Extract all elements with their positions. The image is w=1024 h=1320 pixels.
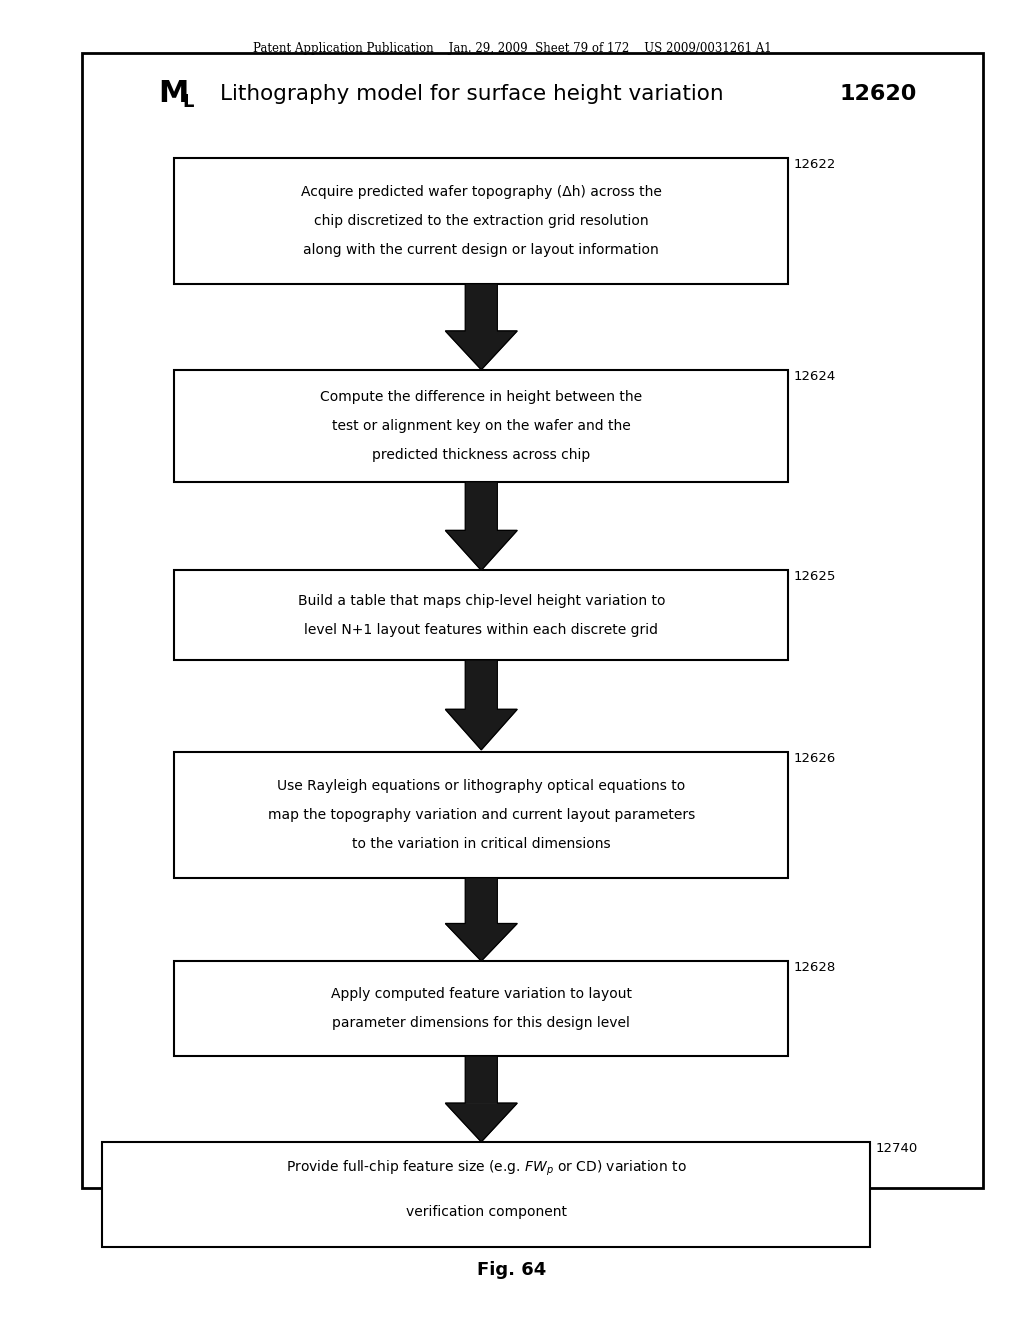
Text: parameter dimensions for this design level: parameter dimensions for this design lev… (333, 1016, 630, 1030)
FancyBboxPatch shape (465, 482, 498, 531)
FancyBboxPatch shape (174, 158, 788, 284)
Text: 12740: 12740 (876, 1142, 918, 1155)
Polygon shape (445, 924, 517, 961)
Text: 12625: 12625 (794, 570, 836, 583)
FancyBboxPatch shape (174, 370, 788, 482)
Text: 12620: 12620 (839, 83, 916, 104)
Text: predicted thickness across chip: predicted thickness across chip (372, 447, 591, 462)
Text: Compute the difference in height between the: Compute the difference in height between… (321, 389, 642, 404)
Text: Lithography model for surface height variation: Lithography model for surface height var… (220, 83, 724, 104)
Text: 12624: 12624 (794, 370, 836, 383)
Text: 12622: 12622 (794, 158, 836, 172)
Text: Use Rayleigh equations or lithography optical equations to: Use Rayleigh equations or lithography op… (278, 779, 685, 793)
FancyBboxPatch shape (102, 1142, 870, 1247)
FancyBboxPatch shape (465, 878, 498, 924)
Polygon shape (445, 709, 517, 750)
Text: Provide full-chip feature size (e.g. $\mathit{FW_p}$ or CD) variation to: Provide full-chip feature size (e.g. $\m… (286, 1159, 687, 1177)
Text: to the variation in critical dimensions: to the variation in critical dimensions (352, 837, 610, 851)
Text: 12628: 12628 (794, 961, 836, 974)
Text: Build a table that maps chip-level height variation to: Build a table that maps chip-level heigh… (298, 594, 665, 607)
Text: Apply computed feature variation to layout: Apply computed feature variation to layo… (331, 987, 632, 1001)
FancyBboxPatch shape (465, 284, 498, 331)
Polygon shape (445, 1104, 517, 1142)
FancyBboxPatch shape (465, 660, 498, 709)
Text: M: M (159, 79, 189, 108)
FancyBboxPatch shape (174, 752, 788, 878)
FancyBboxPatch shape (174, 570, 788, 660)
Text: verification component: verification component (406, 1205, 567, 1218)
Polygon shape (445, 331, 517, 370)
Text: Fig. 64: Fig. 64 (477, 1261, 547, 1279)
Text: Acquire predicted wafer topography (Δh) across the: Acquire predicted wafer topography (Δh) … (301, 185, 662, 199)
Text: along with the current design or layout information: along with the current design or layout … (303, 243, 659, 257)
Text: level N+1 layout features within each discrete grid: level N+1 layout features within each di… (304, 623, 658, 636)
Text: chip discretized to the extraction grid resolution: chip discretized to the extraction grid … (314, 214, 648, 228)
Text: L: L (182, 92, 194, 111)
FancyBboxPatch shape (174, 961, 788, 1056)
FancyBboxPatch shape (465, 1056, 498, 1104)
Text: map the topography variation and current layout parameters: map the topography variation and current… (267, 808, 695, 822)
Polygon shape (445, 531, 517, 570)
FancyBboxPatch shape (82, 53, 983, 1188)
Text: test or alignment key on the wafer and the: test or alignment key on the wafer and t… (332, 418, 631, 433)
Text: 12626: 12626 (794, 752, 836, 766)
Text: Patent Application Publication    Jan. 29, 2009  Sheet 79 of 172    US 2009/0031: Patent Application Publication Jan. 29, … (253, 42, 771, 55)
